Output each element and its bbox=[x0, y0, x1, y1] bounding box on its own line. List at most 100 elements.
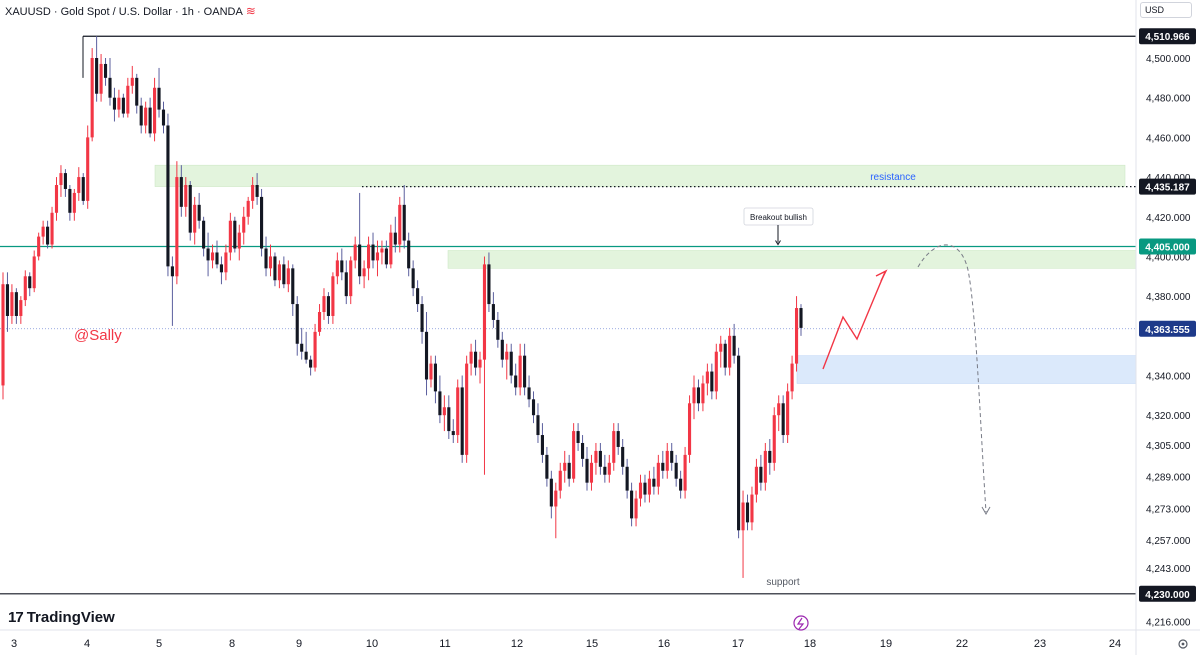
candle bbox=[86, 125, 90, 209]
candle-body bbox=[28, 276, 32, 289]
y-tick-label: 4,289.000 bbox=[1146, 473, 1191, 484]
candle bbox=[794, 296, 799, 372]
candle-body bbox=[465, 363, 469, 455]
candle bbox=[340, 248, 344, 281]
candle-body bbox=[705, 371, 709, 384]
candle bbox=[108, 58, 112, 106]
lightning-icon[interactable] bbox=[793, 615, 809, 631]
price-label-text: 4,510.966 bbox=[1145, 32, 1190, 43]
candle bbox=[19, 296, 23, 324]
candle-body bbox=[135, 77, 139, 106]
candle bbox=[153, 77, 157, 142]
candle bbox=[384, 240, 388, 269]
candle-body bbox=[126, 85, 130, 114]
candle-body bbox=[268, 256, 273, 269]
candle bbox=[754, 458, 758, 503]
x-tick-label: 11 bbox=[439, 638, 450, 650]
candle bbox=[37, 232, 41, 261]
candle bbox=[32, 250, 36, 293]
candle bbox=[701, 375, 705, 412]
candle bbox=[420, 296, 424, 344]
candle bbox=[90, 48, 94, 142]
settings-gear-ring bbox=[1178, 639, 1188, 649]
resistance-label: resistance bbox=[870, 172, 916, 183]
candle bbox=[322, 288, 326, 320]
candle bbox=[126, 77, 130, 118]
candle bbox=[518, 343, 522, 396]
candle bbox=[331, 272, 335, 324]
candle bbox=[161, 101, 166, 134]
currency-button[interactable]: USD bbox=[1140, 2, 1192, 18]
price-label[interactable]: 4,363.555 bbox=[1139, 320, 1196, 337]
candle bbox=[670, 442, 674, 471]
candle bbox=[585, 446, 589, 491]
x-tick-label: 9 bbox=[296, 638, 302, 650]
resistance-zone-upper bbox=[154, 164, 1126, 187]
candle bbox=[210, 244, 215, 269]
candle bbox=[188, 181, 192, 241]
price-label[interactable]: 4,405.000 bbox=[1139, 238, 1196, 255]
candle-body bbox=[19, 300, 23, 316]
settings-gear-icon[interactable] bbox=[1178, 639, 1188, 649]
candle-body bbox=[643, 482, 647, 495]
candle bbox=[41, 220, 45, 245]
candle bbox=[429, 355, 433, 388]
candle bbox=[594, 442, 598, 475]
candle-body bbox=[612, 431, 616, 463]
candle-body bbox=[344, 272, 348, 297]
symbol-title[interactable]: XAUUSD · Gold Spot / U.S. Dollar · 1h · … bbox=[5, 4, 256, 18]
candle-body bbox=[665, 450, 669, 471]
candle-body bbox=[625, 466, 629, 491]
candle-body bbox=[723, 343, 727, 368]
y-tick-label: 4,460.000 bbox=[1146, 133, 1191, 144]
candle bbox=[255, 173, 259, 205]
candle bbox=[206, 232, 210, 277]
candle-body bbox=[300, 343, 304, 352]
tradingview-brand[interactable]: 17 TradingView bbox=[8, 609, 115, 626]
candle-body bbox=[304, 351, 308, 360]
candle bbox=[411, 260, 415, 297]
support-label: support bbox=[766, 577, 800, 588]
candle bbox=[656, 454, 660, 495]
candle bbox=[416, 280, 420, 313]
tradingview-logo-icon: 17 bbox=[8, 609, 24, 626]
candle bbox=[72, 188, 76, 221]
candle bbox=[135, 73, 139, 114]
candle bbox=[567, 454, 571, 487]
candle bbox=[710, 363, 714, 400]
candle-body bbox=[407, 240, 411, 269]
candle-body bbox=[647, 478, 651, 495]
candle-body bbox=[536, 415, 540, 436]
candle bbox=[665, 442, 669, 479]
candle bbox=[193, 196, 197, 245]
candle bbox=[451, 419, 455, 443]
candle-body bbox=[202, 220, 206, 249]
candle bbox=[768, 439, 772, 475]
price-label[interactable]: 4,510.966 bbox=[1139, 28, 1196, 45]
candle bbox=[166, 113, 170, 277]
x-tick-label: 24 bbox=[1109, 638, 1121, 650]
candle bbox=[572, 423, 576, 483]
x-tick-label: 10 bbox=[366, 638, 378, 650]
candle bbox=[692, 375, 696, 420]
price-label[interactable]: 4,230.000 bbox=[1139, 585, 1196, 602]
candle bbox=[799, 304, 803, 336]
candle-body bbox=[750, 494, 754, 523]
candle bbox=[545, 446, 549, 487]
breakout-callout[interactable]: Breakout bullish bbox=[743, 207, 814, 246]
candle bbox=[237, 224, 241, 261]
y-tick-label: 4,440.000 bbox=[1146, 173, 1191, 184]
candle-body bbox=[264, 248, 268, 269]
candle-body bbox=[37, 236, 41, 257]
candle bbox=[291, 264, 295, 316]
candle-body bbox=[469, 351, 473, 364]
candle-body bbox=[228, 220, 232, 253]
candle bbox=[277, 260, 281, 289]
candle-body bbox=[371, 244, 375, 261]
y-tick-label: 4,400.000 bbox=[1146, 252, 1191, 263]
price-label[interactable]: 4,435.187 bbox=[1139, 178, 1196, 195]
brand-name: TradingView bbox=[26, 609, 115, 626]
candle-body bbox=[175, 177, 179, 277]
candle bbox=[683, 446, 687, 499]
